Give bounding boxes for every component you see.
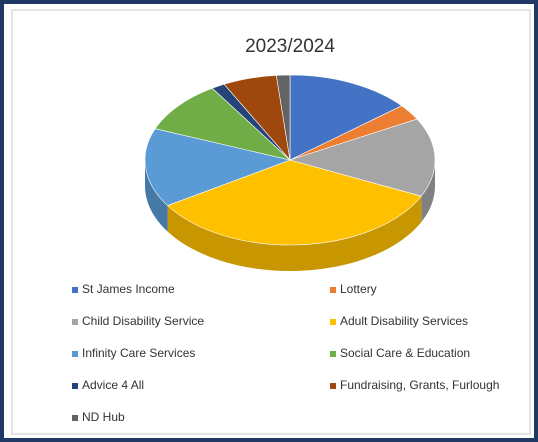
chart-title: 2023/2024 (245, 36, 335, 57)
slice-side (145, 160, 168, 232)
slice (144, 128, 292, 206)
legend-label: Fundraising, Grants, Furlough (340, 378, 499, 392)
legend-swatch (72, 351, 78, 357)
legend-label: Adult Disability Services (340, 314, 468, 328)
legend-swatch (72, 319, 78, 325)
legend-swatch (330, 383, 336, 389)
legend-label: Social Care & Education (340, 346, 470, 360)
slice (154, 87, 292, 161)
slice (276, 74, 291, 161)
legend-swatch (72, 383, 78, 389)
legend-label: Child Disability Service (82, 314, 204, 328)
legend-label: Infinity Care Services (82, 346, 195, 360)
slice (288, 118, 436, 197)
legend-label: Lottery (340, 282, 377, 296)
slice-side (421, 160, 435, 223)
legend-swatch (72, 415, 78, 421)
legend-swatch (330, 287, 336, 293)
legend-swatch (330, 351, 336, 357)
legend-label: ND Hub (82, 410, 125, 424)
legend-label: Advice 4 All (82, 378, 144, 392)
slice (167, 159, 422, 246)
legend-label: St James Income (82, 282, 175, 296)
legend-swatch (72, 287, 78, 293)
slice-side (167, 196, 422, 271)
slice (289, 74, 403, 161)
legend-swatch (330, 319, 336, 325)
